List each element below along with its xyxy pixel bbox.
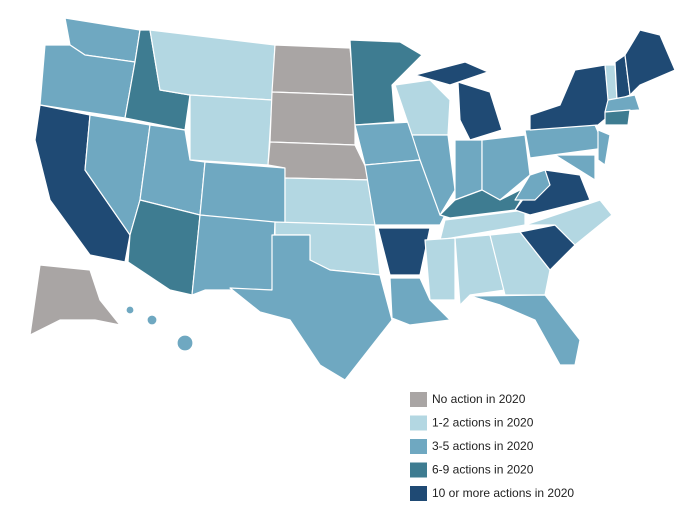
legend-swatch (410, 486, 427, 501)
state (394, 79, 451, 136)
state (146, 314, 158, 326)
state (191, 214, 276, 296)
legend-label: 6-9 actions in 2020 (432, 463, 534, 477)
legend-label: No action in 2020 (432, 392, 526, 406)
legend-swatch (410, 439, 427, 454)
state (176, 334, 194, 352)
state (364, 159, 446, 226)
states (29, 17, 676, 381)
state (489, 231, 551, 296)
state (524, 199, 613, 246)
state (271, 44, 356, 96)
state (29, 264, 121, 336)
state (439, 184, 531, 219)
state (604, 94, 641, 113)
state (414, 61, 489, 86)
state (269, 91, 356, 146)
state (199, 161, 286, 226)
legend-label: 3-5 actions in 2020 (432, 439, 534, 453)
state (424, 237, 456, 301)
state (457, 81, 503, 141)
legend: No action in 2020 1-2 actions in 2020 3-5 … (410, 392, 574, 501)
state (481, 134, 531, 201)
state (529, 64, 611, 131)
state (624, 29, 676, 96)
legend-label: 1-2 actions in 2020 (432, 416, 534, 430)
state (554, 154, 596, 181)
state (604, 109, 631, 126)
state (411, 134, 456, 216)
state (377, 227, 431, 276)
state (597, 129, 611, 166)
legend-swatch (410, 462, 427, 478)
state (284, 177, 376, 226)
legend-label: 10 or more actions in 2020 (432, 486, 574, 500)
legend-swatch (410, 415, 427, 431)
state (127, 199, 201, 296)
state (389, 277, 451, 326)
state (125, 305, 135, 315)
legend-swatch (410, 392, 427, 407)
state (149, 29, 276, 101)
state (229, 234, 393, 381)
state (189, 94, 273, 166)
state (469, 294, 581, 366)
state (454, 234, 506, 306)
state (514, 169, 551, 201)
